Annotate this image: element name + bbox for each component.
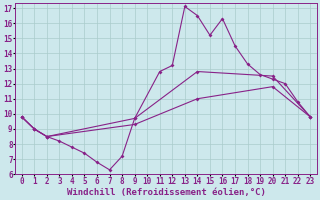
- X-axis label: Windchill (Refroidissement éolien,°C): Windchill (Refroidissement éolien,°C): [67, 188, 266, 197]
